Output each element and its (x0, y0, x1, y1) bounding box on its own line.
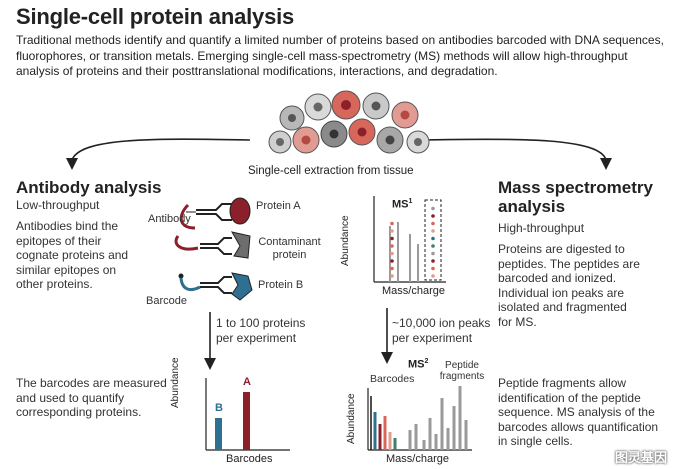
ms1-peak-dot (431, 206, 435, 211)
figure-title: Single-cell protein analysis (16, 4, 295, 29)
ms1-peak-dot (431, 236, 435, 241)
left-curve-arrow (71, 138, 251, 161)
ms1-peak-dot (431, 229, 435, 233)
left-arrow-head (66, 158, 78, 170)
ms1-peak-dot (390, 221, 394, 226)
ms2-chart-xlabel: Mass/charge (386, 453, 449, 465)
ms1-chart-xlabel: Mass/charge (382, 285, 445, 297)
barcode-chart-ylabel: Abundance (170, 357, 181, 408)
bar-a-label: A (243, 376, 251, 388)
antibody-body: Antibodies bind the epitopes of their co… (16, 219, 129, 291)
antibody-protein-b (178, 272, 253, 301)
ms2-chart-ylabel: Abundance (346, 393, 357, 444)
cells-label: Single-cell extraction from tissue (248, 165, 414, 177)
bar-b-label: B (215, 402, 223, 414)
label-antibody: Antibody (148, 213, 191, 225)
ms-arrow-label: ~10,000 ion peaks per experiment (392, 316, 491, 345)
antibody-protein-a (179, 197, 251, 230)
ms1-peak-dot (431, 251, 435, 256)
ms1-chart-ylabel: Abundance (340, 215, 351, 266)
label-contaminant: Contaminant protein (258, 236, 321, 261)
ms1-peak-dot (390, 236, 394, 241)
ms-body: Proteins are digested to peptides. The p… (498, 242, 640, 329)
right-arrow-head (600, 158, 612, 170)
bar-a (243, 392, 250, 450)
label-barcode: Barcode (146, 295, 187, 307)
ms2-label: MS2 (408, 358, 429, 371)
barcodes-label: Barcodes (370, 373, 415, 385)
ms2-peaks (370, 386, 468, 450)
ms1-peak-dot (390, 251, 394, 256)
ms1-peak-dot (390, 244, 394, 248)
ms1-peaks (389, 206, 435, 282)
ms1-peak-dot (431, 266, 435, 271)
right-curve-arrow (424, 138, 607, 161)
label-protein-b: Protein B (258, 279, 304, 291)
ms1-peak-dot (390, 229, 394, 233)
antibody-subtitle: Low-throughput (16, 198, 100, 212)
ms-title: Mass spectrometry analysis (498, 178, 653, 216)
antibody-title: Antibody analysis (16, 178, 162, 197)
antibody-arrow-label: 1 to 100 proteins per experiment (216, 316, 306, 345)
watermark: 图灵基因 (614, 450, 667, 465)
barcode-chart-xlabel: Barcodes (226, 453, 273, 465)
fragments-label: Peptide fragments (439, 360, 485, 382)
ms-bottom-text: Peptide fragments allow identification o… (498, 376, 659, 448)
ms1-peak-dot (390, 266, 394, 271)
left-down-arrow-head (204, 358, 216, 370)
antibody-bottom-text: The barcodes are measured and used to qu… (16, 376, 167, 419)
right-down-arrow-head (381, 352, 393, 364)
ms1-peak-dot (431, 259, 435, 263)
bar-b (215, 418, 222, 450)
cell-cluster (268, 90, 430, 154)
ms1-isolation-window (424, 199, 442, 281)
ms1-peak-dot (390, 274, 394, 278)
label-protein-a: Protein A (256, 200, 301, 212)
ms1-peak-dot (431, 221, 435, 226)
barcode-bars (215, 392, 250, 450)
ms1-peak-dot (390, 259, 394, 263)
ms-subtitle: High-throughput (498, 221, 585, 235)
antibody-contaminant (174, 231, 251, 259)
ms1-peak-dot (431, 274, 435, 278)
ms1-peak-dot (431, 244, 435, 248)
ms1-peak-dot (431, 214, 435, 218)
intro-text: Traditional methods identify and quantif… (16, 33, 664, 78)
ms1-label: MS1 (392, 198, 413, 211)
